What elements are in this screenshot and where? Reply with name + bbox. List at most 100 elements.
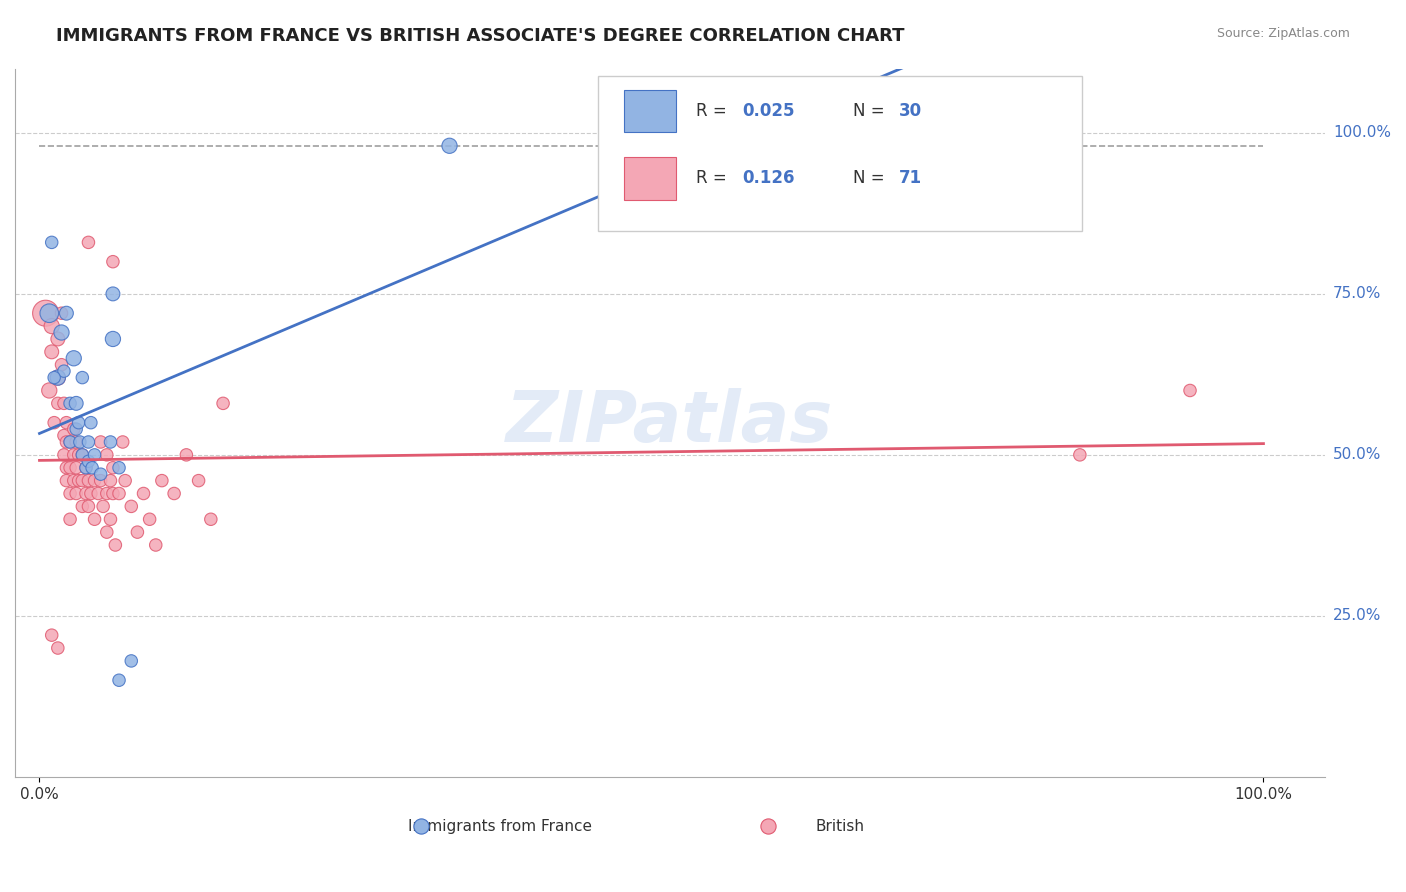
Point	[62, 474, 84, 488]
Point	[46, 396, 69, 410]
Point	[67, 416, 90, 430]
Point	[46, 370, 69, 384]
Point	[101, 460, 124, 475]
Point	[38, 306, 60, 320]
Point	[41, 319, 63, 334]
Point	[187, 474, 209, 488]
Point	[77, 435, 100, 450]
Point	[59, 460, 82, 475]
Text: N =: N =	[853, 169, 890, 187]
Point	[145, 538, 167, 552]
Point	[72, 500, 94, 514]
Point	[100, 474, 122, 488]
Point	[104, 538, 127, 552]
Point	[83, 448, 105, 462]
Text: 25.0%: 25.0%	[1333, 608, 1381, 624]
Point	[138, 512, 160, 526]
Text: 71: 71	[898, 169, 922, 187]
Point	[80, 486, 103, 500]
Point	[59, 396, 82, 410]
Point	[59, 435, 82, 450]
Point	[34, 306, 56, 320]
Point	[90, 467, 112, 482]
Point	[52, 396, 75, 410]
Point	[52, 364, 75, 378]
Point	[65, 396, 87, 410]
Point	[41, 235, 63, 250]
Point	[62, 351, 84, 366]
Point	[733, 814, 755, 829]
Point	[51, 306, 73, 320]
Point	[52, 448, 75, 462]
Point	[120, 654, 142, 668]
Point	[59, 435, 82, 450]
Point	[111, 435, 134, 450]
Point	[96, 525, 118, 540]
Point	[80, 416, 103, 430]
Point	[114, 474, 136, 488]
Point	[101, 286, 124, 301]
Point	[108, 460, 131, 475]
Point	[72, 370, 94, 384]
Point	[44, 416, 66, 430]
Text: 75.0%: 75.0%	[1333, 286, 1381, 301]
Point	[100, 512, 122, 526]
Point	[55, 416, 77, 430]
Point	[72, 474, 94, 488]
Point	[55, 306, 77, 320]
Point	[41, 344, 63, 359]
Point	[55, 435, 77, 450]
Bar	[624, 90, 676, 132]
Point	[108, 486, 131, 500]
Text: Immigrants from France: Immigrants from France	[408, 819, 592, 834]
Point	[77, 500, 100, 514]
Text: 30: 30	[898, 102, 922, 120]
Point	[90, 474, 112, 488]
Point	[41, 628, 63, 642]
Point	[120, 500, 142, 514]
Bar	[624, 157, 676, 200]
Point	[200, 512, 222, 526]
Point	[96, 448, 118, 462]
Point	[83, 474, 105, 488]
Point	[75, 460, 97, 475]
Point	[1069, 448, 1091, 462]
Point	[176, 448, 198, 462]
Point	[59, 486, 82, 500]
Point	[72, 448, 94, 462]
Point	[77, 235, 100, 250]
Point	[65, 422, 87, 436]
Point	[55, 460, 77, 475]
Text: 0.025: 0.025	[742, 102, 794, 120]
Point	[132, 486, 155, 500]
Text: Source: ZipAtlas.com: Source: ZipAtlas.com	[1216, 27, 1350, 40]
Point	[83, 512, 105, 526]
Point	[150, 474, 173, 488]
Point	[62, 422, 84, 436]
Text: IMMIGRANTS FROM FRANCE VS BRITISH ASSOCIATE'S DEGREE CORRELATION CHART: IMMIGRANTS FROM FRANCE VS BRITISH ASSOCI…	[56, 27, 904, 45]
Point	[46, 370, 69, 384]
Point	[108, 673, 131, 688]
Point	[55, 474, 77, 488]
Point	[75, 460, 97, 475]
Point	[1178, 384, 1201, 398]
FancyBboxPatch shape	[598, 76, 1083, 231]
Point	[101, 332, 124, 346]
Point	[101, 254, 124, 268]
Point	[65, 460, 87, 475]
Point	[127, 525, 149, 540]
Text: R =: R =	[696, 102, 733, 120]
Point	[67, 474, 90, 488]
Point	[439, 138, 461, 153]
Point	[65, 486, 87, 500]
Point	[96, 486, 118, 500]
Point	[87, 486, 110, 500]
Point	[82, 460, 104, 475]
Text: 0.126: 0.126	[742, 169, 794, 187]
Point	[101, 486, 124, 500]
Text: R =: R =	[696, 169, 733, 187]
Point	[408, 814, 430, 829]
Text: ZIPatlas: ZIPatlas	[506, 388, 834, 458]
Point	[51, 326, 73, 340]
Point	[46, 641, 69, 656]
